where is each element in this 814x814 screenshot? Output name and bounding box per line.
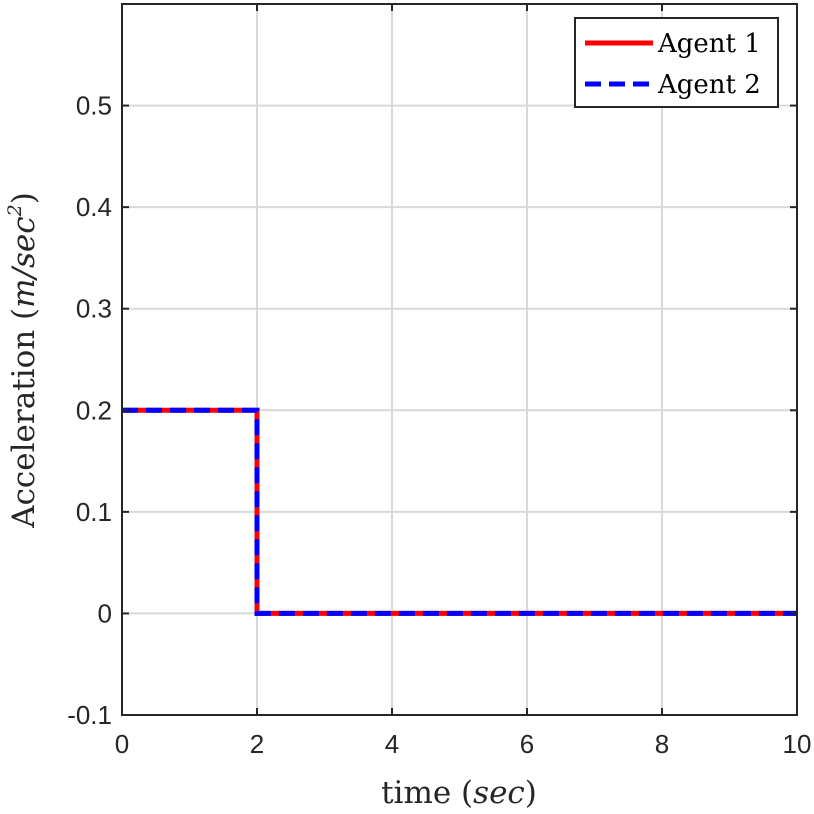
x-axis-title: time (sec) xyxy=(381,775,537,811)
x-tick-label: 0 xyxy=(115,729,129,759)
y-axis-title: Acceleration (m/sec2) xyxy=(4,192,42,529)
ticks xyxy=(121,4,798,716)
axes-frame xyxy=(121,3,798,716)
legend-label-agent-2: Agent 2 xyxy=(657,70,761,100)
y-tick-label: 0 xyxy=(98,598,112,628)
legend-box xyxy=(574,17,779,108)
x-tick-label: 10 xyxy=(783,729,812,759)
series-lines xyxy=(122,407,797,616)
legend: Agent 1 Agent 2 xyxy=(574,17,779,108)
y-tick-label: 0.2 xyxy=(76,395,112,425)
y-tick-label: 0.3 xyxy=(76,294,112,324)
y-tick-label: 0.1 xyxy=(76,497,112,527)
x-tick-label: 6 xyxy=(520,729,534,759)
x-tick-label: 8 xyxy=(655,729,669,759)
x-tick-label: 4 xyxy=(385,729,399,759)
x-tick-label: 2 xyxy=(250,729,264,759)
series-line-agent-2 xyxy=(122,407,797,616)
y-tick-label: -0.1 xyxy=(67,700,112,730)
legend-label-agent-1: Agent 1 xyxy=(657,29,761,59)
x-tick-labels: 0 2 4 6 8 10 xyxy=(115,729,812,759)
y-tick-labels: -0.1 0 0.1 0.2 0.3 0.4 0.5 xyxy=(67,91,112,730)
plot-area xyxy=(122,4,797,715)
y-tick-label: 0.5 xyxy=(76,91,112,121)
y-tick-label: 0.4 xyxy=(76,192,112,222)
